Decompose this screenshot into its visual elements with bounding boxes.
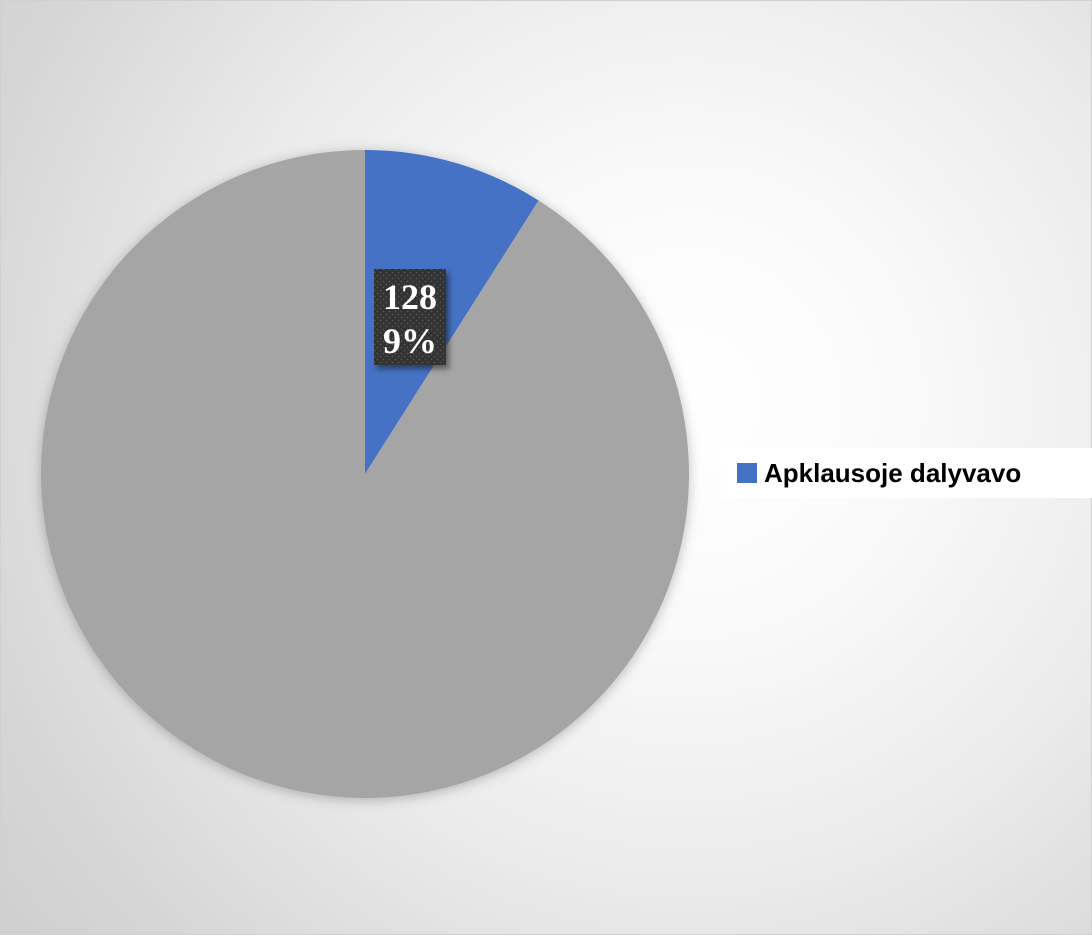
data-label-percent: 9% [383, 321, 437, 361]
legend: Apklausoje dalyvavo [721, 448, 1092, 498]
pie-slices [41, 150, 689, 798]
legend-swatch [737, 463, 757, 483]
legend-label: Apklausoje dalyvavo [764, 458, 1021, 489]
data-label-value: 128 [383, 277, 437, 317]
pie-slice-1 [41, 150, 689, 798]
